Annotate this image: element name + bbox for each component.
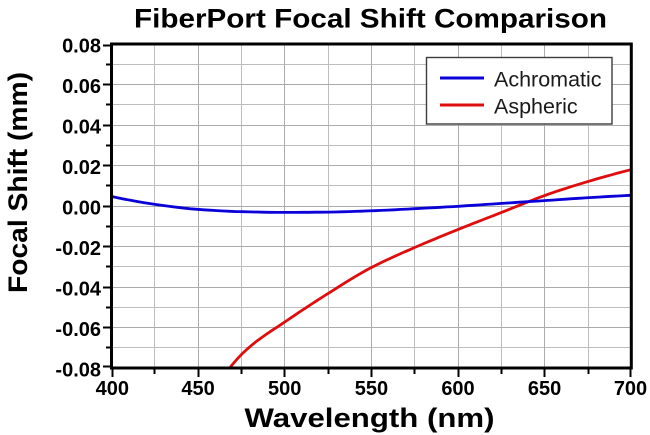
svg-text:650: 650 <box>528 378 561 400</box>
svg-text:450: 450 <box>181 378 214 400</box>
svg-text:Achromatic: Achromatic <box>494 68 602 92</box>
svg-text:0.08: 0.08 <box>62 36 101 58</box>
svg-text:-0.02: -0.02 <box>55 238 101 260</box>
svg-text:550: 550 <box>355 378 388 400</box>
svg-text:-0.08: -0.08 <box>55 360 101 382</box>
svg-text:400: 400 <box>96 378 129 400</box>
svg-text:600: 600 <box>441 378 474 400</box>
svg-text:0.04: 0.04 <box>62 117 102 139</box>
svg-text:Focal Shift (mm): Focal Shift (mm) <box>3 72 33 293</box>
svg-text:0.06: 0.06 <box>62 76 101 98</box>
svg-text:700: 700 <box>614 378 647 400</box>
svg-text:0.02: 0.02 <box>62 157 101 179</box>
svg-text:-0.06: -0.06 <box>55 319 101 341</box>
svg-text:500: 500 <box>268 378 301 400</box>
svg-text:Aspheric: Aspheric <box>494 95 578 119</box>
svg-text:Wavelength (nm): Wavelength (nm) <box>245 403 495 433</box>
svg-text:FiberPort Focal Shift Comparis: FiberPort Focal Shift Comparison <box>134 4 607 34</box>
svg-text:-0.04: -0.04 <box>55 279 101 301</box>
svg-text:0.00: 0.00 <box>62 198 101 220</box>
